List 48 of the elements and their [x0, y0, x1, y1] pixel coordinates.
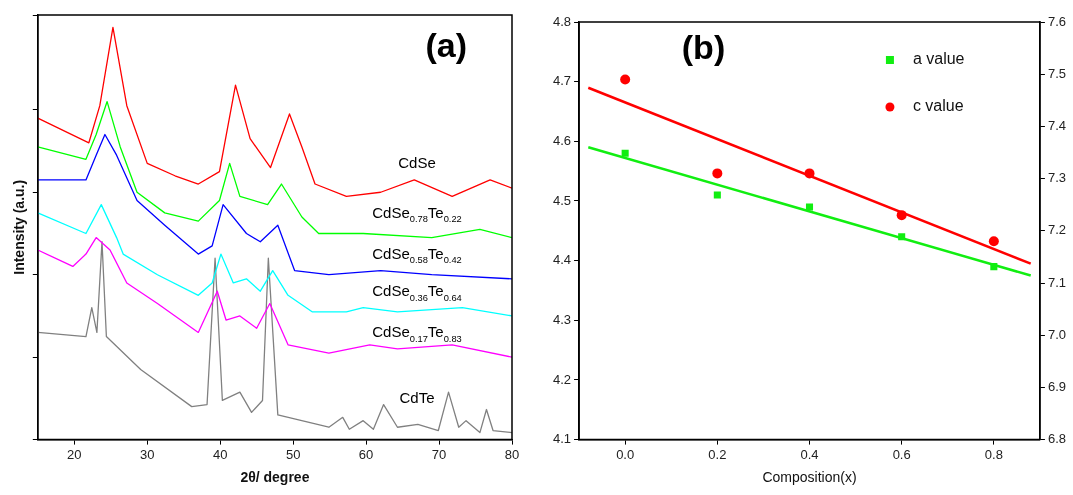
x-tick-label: 0.0 — [616, 446, 635, 462]
y2-tick-label: 7.5 — [1047, 65, 1067, 81]
x-tick-label: 50 — [285, 446, 301, 462]
x-tick-label: 30 — [140, 446, 155, 462]
y-tick-label: 4.3 — [552, 311, 572, 327]
point — [620, 74, 631, 85]
point — [990, 263, 998, 271]
point — [805, 203, 814, 211]
x-tick-label: 0.8 — [984, 446, 1003, 462]
point — [896, 210, 907, 221]
y2-tick-label: 7.4 — [1047, 117, 1067, 133]
y2-tick-label: 7.1 — [1047, 274, 1067, 290]
point — [713, 191, 721, 199]
y-tick-label: 4.6 — [552, 132, 572, 148]
point — [804, 168, 815, 179]
point — [621, 149, 629, 157]
x-tick-label: 0.2 — [708, 446, 727, 462]
x-tick-label: 20 — [67, 446, 82, 462]
y-tick-label: 4.2 — [552, 371, 572, 387]
x-tick-label: 60 — [358, 446, 374, 462]
chart-title: (a) — [425, 26, 467, 65]
y2-tick-label: 6.9 — [1047, 378, 1067, 394]
y2-tick-label: 7.3 — [1047, 170, 1067, 186]
point — [712, 168, 723, 179]
x-axis-title: Composition(x) — [762, 469, 857, 486]
x-tick-label: 0.6 — [892, 446, 911, 462]
x-tick-label: 70 — [431, 446, 447, 462]
series-label: CdTe — [399, 388, 435, 406]
y2-tick-label: 7.6 — [1047, 13, 1067, 29]
x-tick-label: 40 — [212, 446, 228, 462]
y-tick-label: 4.7 — [552, 73, 572, 89]
y2-tick-label: 6.8 — [1047, 431, 1067, 447]
y-tick-label: 4.4 — [552, 252, 572, 268]
y-tick-label: 4.1 — [552, 431, 572, 447]
y2-tick-label: 7.0 — [1047, 326, 1067, 342]
x-axis-title: 2θ/ degree — [240, 469, 310, 486]
series-label: CdSe — [398, 154, 436, 172]
legend-label: a value — [912, 50, 965, 68]
x-tick-label: 0.4 — [800, 446, 819, 462]
chart-title: (b) — [681, 28, 726, 67]
point — [988, 236, 999, 247]
x-tick-label: 80 — [504, 446, 520, 462]
y-tick-label: 4.8 — [552, 13, 572, 29]
y-axis-title: Intensity (a.u.) — [11, 179, 28, 275]
point — [898, 233, 906, 241]
legend-label: c value — [912, 97, 964, 115]
y2-tick-label: 7.2 — [1047, 222, 1067, 238]
y-tick-label: 4.5 — [552, 192, 572, 208]
